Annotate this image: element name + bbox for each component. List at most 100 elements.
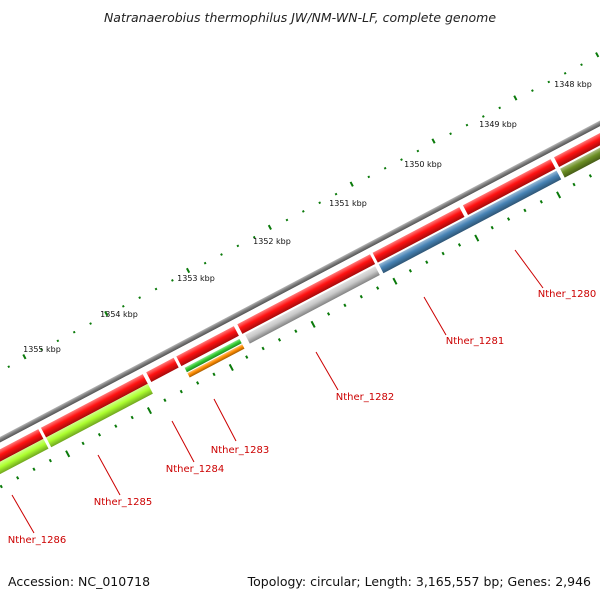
inner-scale-tick: [97, 432, 102, 437]
inner-scale-tick: [196, 381, 200, 385]
label-leader-line: [423, 296, 447, 336]
gene-label-nther-1281[interactable]: Nther_1281: [446, 336, 504, 347]
cds-feature-1[interactable]: [0, 429, 44, 475]
scale-label-1350: 1350 kbp: [404, 160, 442, 169]
genome-summary-text: Topology: circular; Length: 3,165,557 bp…: [247, 574, 591, 589]
gene-label-nther-1283[interactable]: Nther_1283: [211, 445, 269, 456]
cds-feature-5[interactable]: [237, 254, 376, 334]
inner-scale-tick: [228, 363, 234, 372]
cds-feature-8[interactable]: [554, 111, 600, 167]
outer-scale-tick: [121, 304, 125, 308]
gene-label-leaders: [11, 249, 544, 534]
gene-label-nther-1284[interactable]: Nther_1284: [166, 464, 224, 475]
scale-label-1353: 1353 kbp: [177, 274, 215, 283]
outer-scale-tick: [595, 52, 600, 58]
inner-scale-tick: [539, 199, 543, 204]
outer-scale-tick: [252, 235, 256, 239]
gene-bar-nther-1283-a[interactable]: [184, 338, 242, 373]
inner-scale-tick: [146, 407, 153, 415]
scale-ticks: [0, 52, 600, 489]
outer-scale-tick: [367, 175, 371, 179]
inner-scale-tick: [65, 450, 71, 458]
gene-track: [0, 123, 600, 485]
inner-scale-tick: [326, 312, 331, 316]
outer-scale-tick: [22, 354, 27, 360]
inner-scale-tick: [310, 320, 316, 328]
inner-scale-tick: [48, 458, 52, 463]
scale-label-1352: 1352 kbp: [253, 237, 291, 246]
label-leader-line: [213, 398, 237, 442]
inner-scale-tick: [277, 338, 282, 342]
inner-scale-tick: [81, 441, 85, 446]
cds-track: [0, 111, 600, 475]
outer-scale-tick: [481, 115, 485, 118]
outer-scale-tick: [498, 106, 502, 110]
inner-scale-tick: [588, 174, 592, 178]
scale-label-1354: 1354 kbp: [100, 310, 138, 319]
gene-bar-nther-1283-b[interactable]: [187, 344, 245, 378]
outer-scale-tick: [56, 339, 60, 343]
inner-scale-tick: [163, 398, 167, 403]
gene-label-nther-1285[interactable]: Nther_1285: [94, 497, 152, 508]
outer-scale-tick: [72, 330, 76, 334]
outer-scale-tick: [104, 310, 109, 317]
outer-scale-tick: [301, 210, 305, 213]
gene-label-nther-1280[interactable]: Nther_1280: [538, 289, 596, 300]
scale-label-1351: 1351 kbp: [329, 199, 367, 208]
outer-scale-tick: [154, 287, 158, 291]
outer-scale-tick: [400, 158, 403, 161]
scale-label-1355: 1355 kbp: [23, 345, 61, 354]
gene-bar-nther-1280[interactable]: [560, 123, 600, 178]
outer-scale-tick: [203, 261, 207, 265]
gene-bar-nther-1286[interactable]: [0, 438, 49, 485]
inner-scale-tick: [179, 389, 183, 394]
outer-scale-tick: [580, 63, 583, 67]
gene-label-nther-1282[interactable]: Nther_1282: [336, 392, 394, 403]
outer-scale-tick: [40, 348, 43, 351]
inner-scale-tick: [523, 208, 527, 213]
inner-scale-tick: [32, 467, 36, 472]
gene-label-nther-1286[interactable]: Nther_1286: [8, 535, 66, 546]
inner-scale-tick: [506, 217, 511, 221]
outer-scale-tick: [449, 132, 452, 136]
outer-scale-tick: [89, 322, 92, 325]
cds-feature-7[interactable]: [462, 159, 556, 215]
scale-label-1349: 1349 kbp: [479, 120, 517, 129]
outer-scale-tick: [171, 279, 174, 282]
outer-scale-tick: [383, 166, 387, 170]
outer-scale-tick: [186, 267, 191, 274]
inner-scale-tick: [0, 484, 3, 489]
genome-backbone: [0, 120, 600, 443]
outer-scale-tick: [416, 149, 420, 153]
inner-scale-tick: [457, 243, 462, 247]
inner-scale-tick: [490, 225, 494, 230]
accession-text: Accession: NC_010718: [8, 574, 150, 589]
inner-scale-tick: [212, 372, 216, 377]
cds-feature-3[interactable]: [146, 357, 179, 382]
inner-scale-tick: [16, 476, 20, 480]
inner-scale-tick: [294, 329, 298, 333]
gene-bar-nther-1281[interactable]: [378, 170, 562, 274]
label-leader-line: [514, 249, 544, 289]
inner-scale-tick: [474, 234, 480, 242]
cds-feature-2[interactable]: [40, 374, 148, 438]
gene-bar-nther-1282[interactable]: [245, 266, 380, 344]
inner-scale-tick: [441, 251, 445, 256]
inner-scale-tick: [425, 260, 429, 264]
outer-scale-tick: [220, 253, 223, 256]
label-leader-line: [171, 420, 195, 463]
cds-feature-6[interactable]: [372, 207, 465, 263]
inner-scale-tick: [245, 355, 249, 359]
outer-scale-tick: [267, 224, 272, 230]
cds-feature-4[interactable]: [176, 326, 239, 367]
outer-scale-tick: [318, 201, 322, 205]
gene-bar-nther-1285[interactable]: [46, 383, 153, 448]
inner-scale-tick: [408, 269, 412, 273]
map-title: Natranaerobius thermophilus JW/NM-WN-LF,…: [104, 10, 496, 25]
genome-backbone-line: [0, 120, 600, 443]
outer-scale-tick: [334, 192, 338, 196]
inner-scale-tick: [261, 346, 265, 351]
inner-scale-tick: [343, 303, 347, 308]
